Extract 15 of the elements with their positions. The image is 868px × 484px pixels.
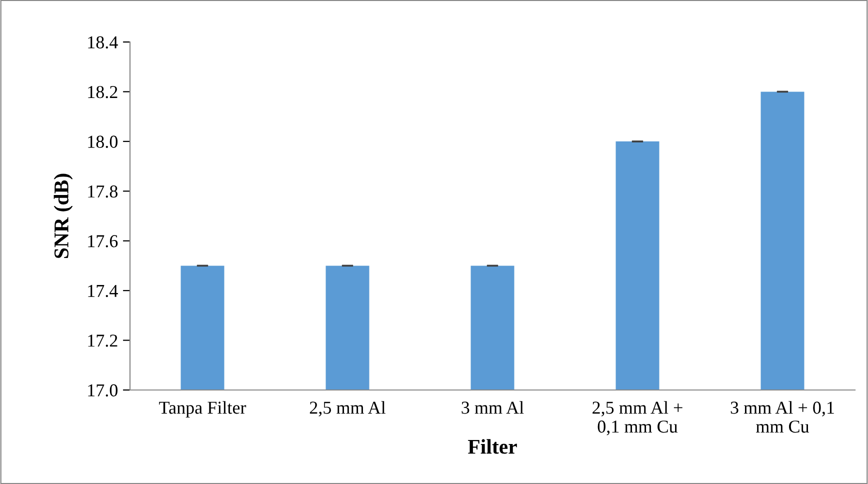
y-axis-title: SNR (dB) xyxy=(54,174,73,258)
y-tick-label: 17.0 xyxy=(88,384,118,397)
y-tick-label: 17.6 xyxy=(88,235,118,248)
y-tick-label: 18.2 xyxy=(88,86,118,98)
y-tick-label: 17.8 xyxy=(88,185,118,198)
y-tick-label: 17.4 xyxy=(88,284,118,298)
y-tick-label: 18.4 xyxy=(88,36,118,49)
y-tick-label: 17.2 xyxy=(88,334,118,347)
x-tick-label: 3 mm Al + 0,1 mm Cu xyxy=(730,401,834,433)
x-tick-label: 2,5 mm Al + 0,1 mm Cu xyxy=(592,401,682,436)
y-tick-label: 18.0 xyxy=(88,136,118,148)
x-tick-label: 2,5 mm Al xyxy=(310,401,386,416)
x-tick-label: Tanpa Filter xyxy=(159,401,246,418)
x-tick-label: 3 mm Al xyxy=(462,401,524,414)
x-axis-title: Filter xyxy=(468,439,517,454)
